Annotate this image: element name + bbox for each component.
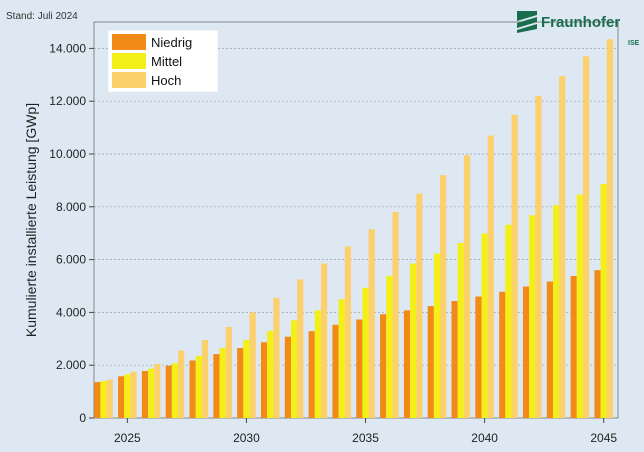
bar-hoch-2040 bbox=[487, 135, 494, 418]
fraunhofer-logo: Fraunhofer ISE bbox=[517, 11, 640, 47]
bar-niedrig-2037 bbox=[403, 310, 411, 418]
bar-niedrig-2041 bbox=[499, 291, 506, 418]
x-tick-label: 2025 bbox=[114, 431, 141, 445]
bar-hoch-2031 bbox=[273, 297, 280, 418]
y-tick-label: 0 bbox=[79, 411, 86, 425]
bar-mittel-2031 bbox=[267, 330, 274, 418]
bar-niedrig-2026 bbox=[141, 371, 149, 418]
bar-hoch-2036 bbox=[392, 212, 399, 418]
bar-mittel-2027 bbox=[171, 363, 179, 418]
bar-hoch-2024 bbox=[106, 379, 113, 418]
bar-niedrig-2044 bbox=[570, 275, 577, 418]
legend-label-niedrig: Niedrig bbox=[151, 35, 192, 50]
fraunhofer-brand-sub: ISE bbox=[628, 40, 640, 47]
bar-mittel-2037 bbox=[410, 263, 417, 418]
x-axis-ticks: 2025 2030 2035 2040 2045 bbox=[114, 418, 617, 445]
bar-hoch-2035 bbox=[368, 229, 375, 418]
bar-hoch-2042 bbox=[535, 95, 542, 419]
bar-niedrig-2024 bbox=[94, 382, 101, 418]
bar-niedrig-2039 bbox=[451, 301, 458, 418]
bar-hoch-2038 bbox=[440, 175, 447, 418]
bar-mittel-2035 bbox=[362, 287, 369, 418]
bar-niedrig-2035 bbox=[356, 319, 363, 418]
bar-mittel-2041 bbox=[505, 224, 512, 418]
bar-niedrig-2034 bbox=[332, 324, 339, 418]
bar-mittel-2029 bbox=[219, 348, 226, 418]
bar-hoch-2037 bbox=[416, 193, 423, 418]
bar-hoch-2027 bbox=[178, 350, 185, 418]
y-tick-label: 4.000 bbox=[56, 305, 86, 319]
bar-hoch-2033 bbox=[320, 263, 328, 418]
bar-hoch-2030 bbox=[249, 312, 256, 418]
bar-hoch-2032 bbox=[297, 279, 304, 418]
bar-mittel-2038 bbox=[433, 253, 441, 418]
bar-niedrig-2038 bbox=[427, 306, 434, 418]
x-tick-label: 2030 bbox=[233, 431, 260, 445]
bar-hoch-2034 bbox=[344, 246, 351, 418]
bar-niedrig-2031 bbox=[260, 342, 268, 418]
bar-hoch-2028 bbox=[201, 340, 209, 418]
bar-niedrig-2027 bbox=[165, 365, 172, 418]
bar-niedrig-2030 bbox=[237, 348, 244, 418]
y-tick-label: 2.000 bbox=[56, 358, 86, 372]
bar-mittel-2030 bbox=[243, 340, 250, 418]
bar-mittel-2036 bbox=[386, 275, 393, 418]
legend-label-hoch: Hoch bbox=[151, 73, 181, 88]
bar-mittel-2024 bbox=[100, 381, 107, 418]
legend-swatch-niedrig bbox=[112, 34, 146, 50]
bar-mittel-2045 bbox=[600, 184, 607, 418]
bar-mittel-2039 bbox=[457, 242, 464, 418]
y-axis-ticks: 0 2.000 4.000 6.000 8.000 10.000 12.000 14.000 bbox=[49, 41, 94, 425]
bar-niedrig-2028 bbox=[189, 360, 196, 418]
bar-niedrig-2025 bbox=[118, 376, 125, 418]
y-tick-label: 14.000 bbox=[49, 41, 86, 55]
bar-mittel-2042 bbox=[529, 215, 536, 418]
bar-mittel-2033 bbox=[314, 310, 321, 418]
bar-niedrig-2045 bbox=[594, 270, 601, 418]
bar-hoch-2043 bbox=[559, 76, 566, 419]
bar-niedrig-2032 bbox=[284, 336, 291, 418]
bar-hoch-2025 bbox=[130, 371, 137, 418]
bar-niedrig-2033 bbox=[308, 331, 315, 418]
bar-mittel-2026 bbox=[148, 368, 155, 418]
x-tick-label: 2045 bbox=[590, 431, 617, 445]
legend-swatch-mittel bbox=[112, 53, 146, 69]
fraunhofer-brand-text: Fraunhofer bbox=[541, 14, 620, 31]
bar-niedrig-2040 bbox=[475, 296, 482, 418]
bar-niedrig-2043 bbox=[546, 281, 553, 418]
legend-swatch-hoch bbox=[112, 72, 146, 88]
bar-hoch-2039 bbox=[463, 155, 471, 418]
bar-niedrig-2029 bbox=[213, 354, 220, 418]
bar-mittel-2044 bbox=[576, 194, 583, 418]
fraunhofer-logo-icon bbox=[517, 11, 537, 33]
y-tick-label: 10.000 bbox=[49, 147, 86, 161]
y-tick-label: 8.000 bbox=[56, 200, 86, 214]
bar-mittel-2043 bbox=[552, 205, 560, 418]
bar-hoch-2045 bbox=[606, 39, 613, 418]
bar-mittel-2034 bbox=[338, 299, 345, 418]
bar-niedrig-2036 bbox=[380, 314, 387, 418]
legend-label-mittel: Mittel bbox=[151, 54, 182, 69]
x-tick-label: 2035 bbox=[352, 431, 379, 445]
bar-hoch-2044 bbox=[582, 56, 590, 418]
bar-niedrig-2042 bbox=[522, 286, 530, 418]
bar-hoch-2026 bbox=[154, 363, 161, 418]
bars bbox=[94, 39, 613, 419]
x-tick-label: 2040 bbox=[471, 431, 498, 445]
bar-hoch-2029 bbox=[225, 326, 232, 418]
stand-date-text: Stand: Juli 2024 bbox=[6, 11, 78, 22]
bar-mittel-2025 bbox=[124, 374, 131, 418]
y-tick-label: 6.000 bbox=[56, 253, 86, 267]
y-tick-label: 12.000 bbox=[49, 94, 86, 108]
bar-mittel-2040 bbox=[481, 233, 488, 418]
bar-mittel-2032 bbox=[290, 320, 298, 418]
legend: Niedrig Mittel Hoch bbox=[107, 29, 219, 93]
bar-mittel-2028 bbox=[195, 355, 202, 418]
bar-hoch-2041 bbox=[511, 114, 518, 418]
y-axis-label: Kumulierte installierte Leistung [GWp] bbox=[23, 103, 39, 337]
